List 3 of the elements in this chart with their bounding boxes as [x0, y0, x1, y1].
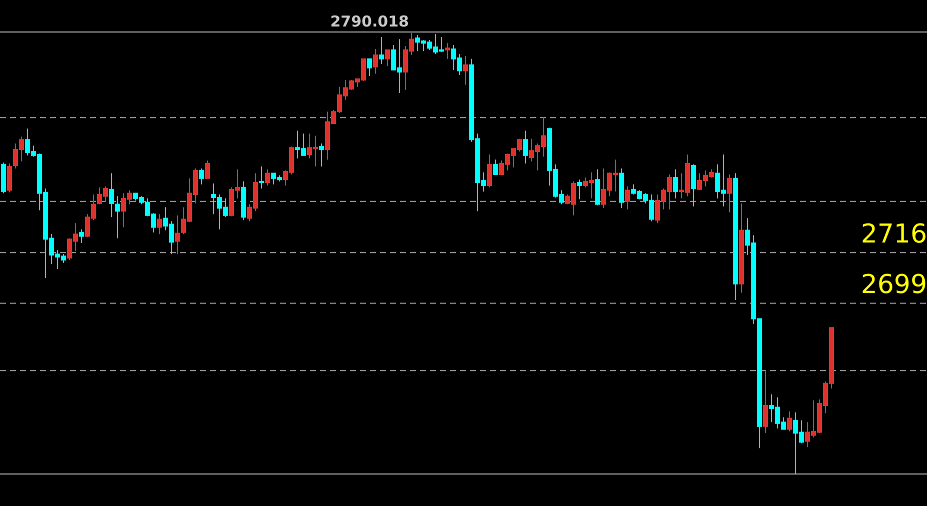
- y-tick-label: 2699: [860, 270, 927, 300]
- text: 2790.018: [330, 12, 409, 30]
- y-tick-label: 2716: [860, 219, 927, 250]
